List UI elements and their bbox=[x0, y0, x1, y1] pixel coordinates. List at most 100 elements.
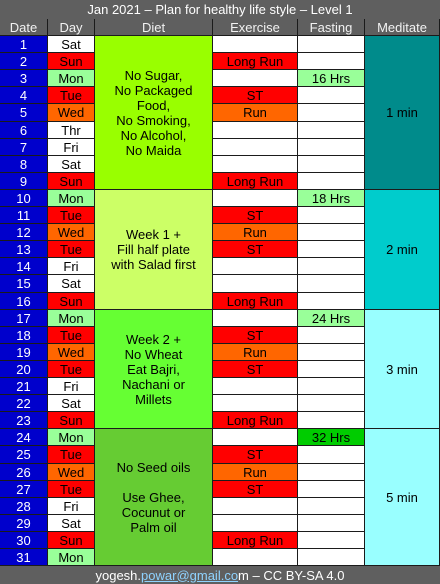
exercise-cell bbox=[213, 190, 298, 207]
day-cell: Sun bbox=[48, 53, 95, 70]
date-cell: 3 bbox=[0, 70, 48, 87]
day-cell: Wed bbox=[48, 344, 95, 361]
fasting-cell bbox=[298, 481, 365, 498]
date-cell: 4 bbox=[0, 87, 48, 104]
exercise-cell: Run bbox=[213, 224, 298, 241]
day-cell: Mon bbox=[48, 190, 95, 207]
exercise-cell bbox=[213, 498, 298, 515]
fasting-cell bbox=[298, 53, 365, 70]
day-cell: Sun bbox=[48, 412, 95, 429]
header-exercise: Exercise bbox=[213, 19, 298, 36]
date-cell: 11 bbox=[0, 207, 48, 224]
date-cell: 29 bbox=[0, 515, 48, 532]
day-cell: Sat bbox=[48, 156, 95, 173]
diet-block: Week 1 + Fill half plate with Salad firs… bbox=[95, 190, 213, 310]
day-cell: Tue bbox=[48, 207, 95, 224]
date-cell: 2 bbox=[0, 53, 48, 70]
date-cell: 30 bbox=[0, 532, 48, 549]
exercise-cell bbox=[213, 122, 298, 139]
date-cell: 12 bbox=[0, 224, 48, 241]
fasting-cell bbox=[298, 104, 365, 122]
header-meditate: Meditate bbox=[365, 19, 440, 36]
exercise-cell bbox=[213, 36, 298, 53]
exercise-cell bbox=[213, 395, 298, 412]
fasting-cell bbox=[298, 361, 365, 378]
fasting-cell bbox=[298, 498, 365, 515]
date-cell: 17 bbox=[0, 310, 48, 327]
date-cell: 27 bbox=[0, 481, 48, 498]
date-cell: 28 bbox=[0, 498, 48, 515]
exercise-cell: ST bbox=[213, 207, 298, 224]
date-cell: 9 bbox=[0, 173, 48, 190]
day-cell: Tue bbox=[48, 87, 95, 104]
date-cell: 26 bbox=[0, 464, 48, 481]
date-cell: 20 bbox=[0, 361, 48, 378]
day-cell: Fri bbox=[48, 139, 95, 156]
day-cell: Mon bbox=[48, 549, 95, 566]
day-cell: Tue bbox=[48, 481, 95, 498]
day-cell: Fri bbox=[48, 258, 95, 275]
day-cell: Wed bbox=[48, 104, 95, 122]
exercise-cell bbox=[213, 378, 298, 395]
sheet-title: Jan 2021 – Plan for healthy life style –… bbox=[0, 0, 440, 19]
fasting-cell: 24 Hrs bbox=[298, 310, 365, 327]
date-cell: 22 bbox=[0, 395, 48, 412]
date-cell: 6 bbox=[0, 122, 48, 139]
exercise-cell: Long Run bbox=[213, 53, 298, 70]
fasting-cell bbox=[298, 156, 365, 173]
meditate-block: 1 min bbox=[365, 36, 440, 190]
fasting-cell bbox=[298, 36, 365, 53]
day-cell: Sat bbox=[48, 275, 95, 293]
date-cell: 24 bbox=[0, 429, 48, 446]
exercise-cell bbox=[213, 429, 298, 446]
date-cell: 8 bbox=[0, 156, 48, 173]
exercise-cell: Long Run bbox=[213, 532, 298, 549]
footer-text-prefix: yogesh. bbox=[95, 567, 142, 583]
fasting-cell bbox=[298, 224, 365, 241]
day-cell: Tue bbox=[48, 327, 95, 344]
fasting-cell bbox=[298, 87, 365, 104]
day-cell: Sun bbox=[48, 173, 95, 190]
day-cell: Fri bbox=[48, 378, 95, 395]
date-cell: 5 bbox=[0, 104, 48, 122]
day-cell: Sun bbox=[48, 532, 95, 549]
meditate-block: 2 min bbox=[365, 190, 440, 310]
exercise-cell bbox=[213, 275, 298, 293]
exercise-cell bbox=[213, 258, 298, 275]
header-date: Date bbox=[0, 19, 48, 36]
exercise-cell: ST bbox=[213, 481, 298, 498]
day-cell: Tue bbox=[48, 446, 95, 464]
fasting-cell bbox=[298, 446, 365, 464]
day-cell: Mon bbox=[48, 429, 95, 446]
exercise-cell bbox=[213, 515, 298, 532]
date-cell: 10 bbox=[0, 190, 48, 207]
fasting-cell bbox=[298, 207, 365, 224]
footer-credit: yogesh. powar@gmail.co m – CC BY-SA 4.0 bbox=[0, 566, 440, 584]
exercise-cell: Long Run bbox=[213, 412, 298, 429]
date-cell: 23 bbox=[0, 412, 48, 429]
fasting-cell bbox=[298, 293, 365, 310]
footer-text-suffix: m – CC BY-SA 4.0 bbox=[238, 567, 345, 583]
fasting-cell bbox=[298, 122, 365, 139]
fasting-cell: 16 Hrs bbox=[298, 70, 365, 87]
exercise-cell: ST bbox=[213, 446, 298, 464]
date-cell: 16 bbox=[0, 293, 48, 310]
footer-email-link[interactable]: powar@gmail.co bbox=[141, 567, 239, 583]
exercise-cell: ST bbox=[213, 87, 298, 104]
fasting-cell bbox=[298, 139, 365, 156]
fasting-cell: 18 Hrs bbox=[298, 190, 365, 207]
day-cell: Tue bbox=[48, 241, 95, 258]
fasting-cell bbox=[298, 549, 365, 566]
date-cell: 15 bbox=[0, 275, 48, 293]
day-cell: Mon bbox=[48, 310, 95, 327]
meditate-block: 5 min bbox=[365, 429, 440, 566]
fasting-cell bbox=[298, 327, 365, 344]
fasting-cell bbox=[298, 241, 365, 258]
date-cell: 7 bbox=[0, 139, 48, 156]
fasting-cell bbox=[298, 258, 365, 275]
exercise-cell bbox=[213, 310, 298, 327]
fasting-cell bbox=[298, 515, 365, 532]
fasting-cell bbox=[298, 378, 365, 395]
exercise-cell: Run bbox=[213, 344, 298, 361]
